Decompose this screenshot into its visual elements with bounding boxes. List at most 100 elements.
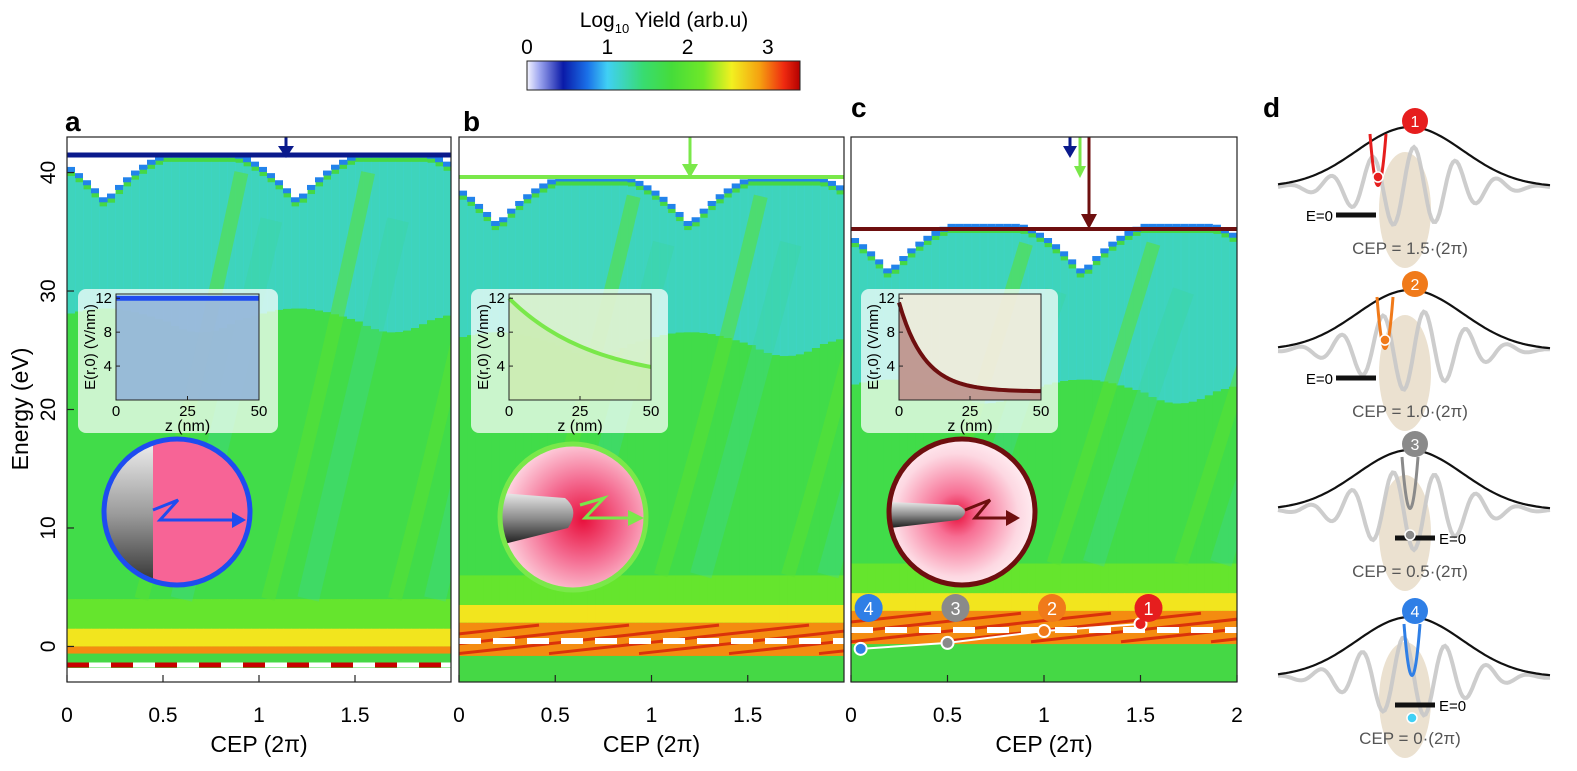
field-profile-curve <box>897 301 1042 394</box>
trajectory-marker-4 <box>853 641 868 656</box>
potential-well <box>1400 456 1420 510</box>
inset-y-tick-label: 12 <box>95 290 112 307</box>
electron-trajectory-b <box>579 495 630 520</box>
panel-d-row-1: E=0 1 CEP = 1.5·(2π) <box>1277 108 1551 268</box>
carrier-wave <box>1277 635 1551 718</box>
colorbar-tick-label: 1 <box>601 36 613 59</box>
carrier-wave <box>1277 144 1551 227</box>
electron-dot <box>1404 529 1416 541</box>
inset-a: 4 8 12 0 25 50 z (nm) E(r,0) (V/nm) <box>78 289 278 435</box>
inset-c: 4 8 12 0 25 50 z (nm) E(r,0) (V/nm) <box>861 289 1058 435</box>
energy-zero-label: E=0 <box>1306 208 1333 225</box>
step-badge-label: 1 <box>1411 114 1420 131</box>
y-tick-label: 30 <box>37 279 60 302</box>
inset-y-tick-label: 4 <box>887 358 895 375</box>
electron-dot <box>1372 171 1384 183</box>
x-tick-label: 1.5 <box>1126 704 1155 727</box>
x-tick-label: 1.5 <box>733 704 762 727</box>
marker-badge-label: 3 <box>950 599 960 619</box>
inset-x-tick-label: 0 <box>112 403 120 420</box>
step-badge-1 <box>1402 108 1428 134</box>
x-tick-label: 0 <box>453 704 465 727</box>
schematic-b <box>497 441 649 593</box>
x-tick-label: 0 <box>61 704 73 727</box>
trajectory-marker-3 <box>940 635 955 650</box>
step-badge-label: 3 <box>1411 437 1420 454</box>
inset-y-tick-label: 8 <box>887 324 895 341</box>
x-axis-label: CEP (2π) <box>210 731 307 757</box>
inset-y-label: E(r,0) (V/nm) <box>865 304 882 390</box>
colorbar-title: Log10 Yield (arb.u) <box>580 9 749 36</box>
inset-y-tick-label: 8 <box>104 324 112 341</box>
cep-label: CEP = 0·(2π) <box>1359 729 1461 748</box>
panel-d-row-4: E=0 4 CEP = 0·(2π) <box>1277 598 1551 758</box>
step-badge-2 <box>1402 271 1428 297</box>
x-axis-label: CEP (2π) <box>603 731 700 757</box>
trajectory-marker-2 <box>1037 624 1051 639</box>
marker-badge-label: 4 <box>864 599 874 619</box>
potential-well <box>1375 296 1395 350</box>
colorbar-gradient <box>526 60 801 91</box>
marker-badge-label: 1 <box>1143 599 1153 619</box>
panel-d: E=0 1 CEP = 1.5·(2π) E=0 2 CEP = 1.0·(2π) E=0 3… <box>1277 108 1551 758</box>
y-tick-label: 0 <box>37 641 60 653</box>
x-tick-label: 0.5 <box>148 704 177 727</box>
panel-label-b: b <box>463 106 480 137</box>
inset-b: 4 8 12 0 25 50 z (nm) E(r,0) (V/nm) <box>471 289 668 435</box>
x-tick-label: 0 <box>845 704 857 727</box>
marker-badge-3 <box>941 594 970 622</box>
inset-y-label: E(r,0) (V/nm) <box>82 304 99 390</box>
cep-label: CEP = 0.5·(2π) <box>1352 562 1468 581</box>
inset-x-label: z (nm) <box>947 418 992 435</box>
carrier-wave <box>1277 309 1551 392</box>
inset-x-label: z (nm) <box>165 418 210 435</box>
panel-d-row-3: E=0 3 CEP = 0.5·(2π) <box>1277 431 1551 591</box>
y-tick-label: 40 <box>37 161 60 184</box>
colorbar-tick-label: 0 <box>521 36 533 59</box>
y-tick-label: 10 <box>37 516 60 539</box>
x-tick-label: 1 <box>1038 704 1050 727</box>
marker-badge-label: 2 <box>1047 599 1057 619</box>
electron-dot <box>1379 334 1391 346</box>
inset-y-tick-label: 12 <box>488 290 505 307</box>
arrowhead-icon <box>628 510 644 526</box>
inset-x-tick-label: 50 <box>1033 403 1050 420</box>
inset-y-label: E(r,0) (V/nm) <box>475 304 492 390</box>
marker-badge-2 <box>1038 594 1066 622</box>
colorbar-tick-label: 2 <box>682 36 694 59</box>
x-axis-label: CEP (2π) <box>995 731 1092 757</box>
potential-well <box>1402 623 1422 677</box>
cep-label: CEP = 1.0·(2π) <box>1352 402 1468 421</box>
inset-x-label: z (nm) <box>557 418 602 435</box>
inset-x-tick-label: 50 <box>643 403 660 420</box>
field-profile-curve <box>507 296 652 369</box>
x-tick-label: 1 <box>253 704 265 727</box>
inset-x-tick-label: 0 <box>895 403 903 420</box>
inset-y-tick-label: 4 <box>104 358 112 375</box>
inset-x-tick-label: 25 <box>179 403 196 420</box>
panel-label-a: a <box>65 106 81 137</box>
x-tick-label: 1.5 <box>340 704 369 727</box>
marker-path <box>860 622 1141 650</box>
inset-x-tick-label: 50 <box>251 403 268 420</box>
step-badge-label: 4 <box>1411 604 1420 621</box>
x-tick-label: 2 <box>1231 704 1243 727</box>
energy-zero-label: E=0 <box>1306 371 1333 388</box>
marker-badge-1 <box>1134 594 1163 622</box>
y-axis-label: Energy (eV) <box>7 348 33 471</box>
panel-d-row-2: E=0 2 CEP = 1.0·(2π) <box>1277 271 1551 431</box>
cutoff-arrowhead-c <box>1081 214 1097 229</box>
step-badge-4 <box>1402 598 1428 624</box>
electron-dot <box>1406 712 1418 724</box>
inset-y-tick-label: 12 <box>878 290 895 307</box>
x-tick-label: 0.5 <box>933 704 962 727</box>
colorbar-tick-label: 3 <box>762 36 774 59</box>
step-badge-label: 2 <box>1411 277 1420 294</box>
electron-trajectory-a <box>152 498 232 522</box>
arrowhead-icon <box>232 512 246 528</box>
carrier-wave <box>1277 470 1551 553</box>
electron-trajectory-c <box>964 498 1010 520</box>
energy-zero-label: E=0 <box>1439 698 1466 715</box>
schematic-c <box>886 436 1038 588</box>
